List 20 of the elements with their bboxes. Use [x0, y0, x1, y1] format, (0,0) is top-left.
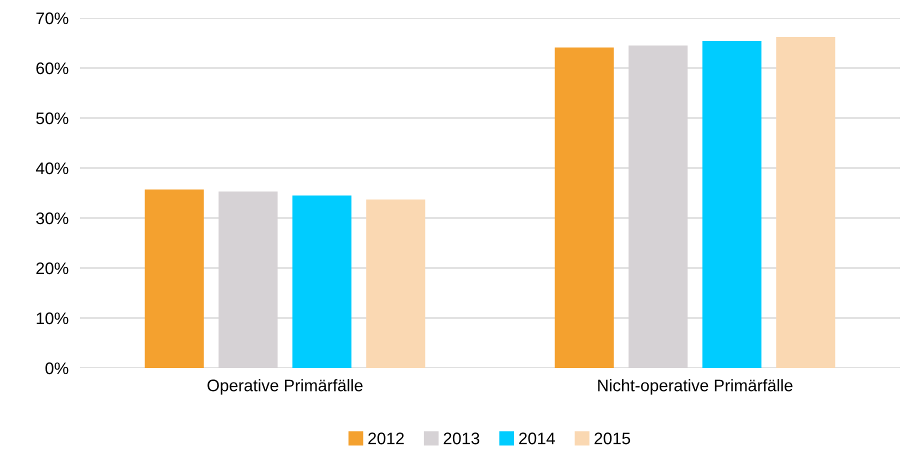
y-tick-label: 30%: [36, 212, 68, 224]
y-tick-label: 50%: [36, 112, 68, 124]
y-tick-label: 10%: [36, 312, 68, 324]
y-tick-label: 60%: [36, 62, 68, 74]
x-tick-label: Nicht-operative Primärfälle: [598, 379, 792, 395]
legend-label: 2013: [444, 432, 480, 444]
y-tick-label: 20%: [36, 262, 68, 274]
bar: [554, 48, 614, 368]
bar: [776, 37, 836, 368]
bar: [144, 190, 204, 368]
x-tick-label: Operative Primärfälle: [208, 379, 363, 395]
legend-label: 2015: [594, 432, 630, 444]
legend-label: 2014: [519, 432, 555, 444]
bar: [292, 196, 352, 368]
y-tick-label: 0%: [45, 362, 68, 374]
bar: [366, 200, 426, 368]
y-tick-label: 40%: [36, 162, 68, 174]
legend-label: 2012: [368, 432, 404, 444]
y-tick-label: 70%: [36, 12, 68, 24]
bar: [702, 41, 762, 368]
